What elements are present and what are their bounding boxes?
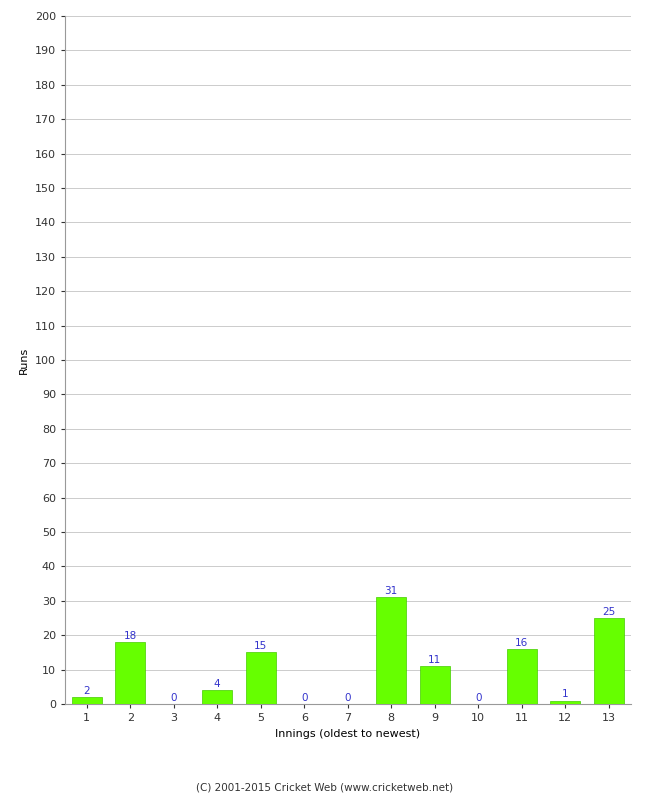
Text: 18: 18	[124, 630, 137, 641]
Text: 2: 2	[83, 686, 90, 696]
Text: 4: 4	[214, 679, 220, 689]
Text: 1: 1	[562, 689, 569, 699]
Bar	[550, 701, 580, 704]
Text: 15: 15	[254, 641, 267, 651]
Text: 25: 25	[602, 606, 616, 617]
Text: 16: 16	[515, 638, 528, 647]
X-axis label: Innings (oldest to newest): Innings (oldest to newest)	[275, 729, 421, 738]
Text: 0: 0	[301, 693, 307, 702]
Text: 0: 0	[344, 693, 351, 702]
Y-axis label: Runs: Runs	[20, 346, 29, 374]
Bar	[419, 666, 450, 704]
Bar	[593, 618, 624, 704]
Bar	[202, 690, 233, 704]
Text: 31: 31	[385, 586, 398, 596]
Text: 11: 11	[428, 654, 441, 665]
Text: 0: 0	[170, 693, 177, 702]
Bar	[246, 653, 276, 704]
Bar	[376, 598, 406, 704]
Bar	[506, 649, 537, 704]
Bar	[72, 697, 102, 704]
Bar	[115, 642, 146, 704]
Text: (C) 2001-2015 Cricket Web (www.cricketweb.net): (C) 2001-2015 Cricket Web (www.cricketwe…	[196, 782, 454, 792]
Text: 0: 0	[475, 693, 482, 702]
